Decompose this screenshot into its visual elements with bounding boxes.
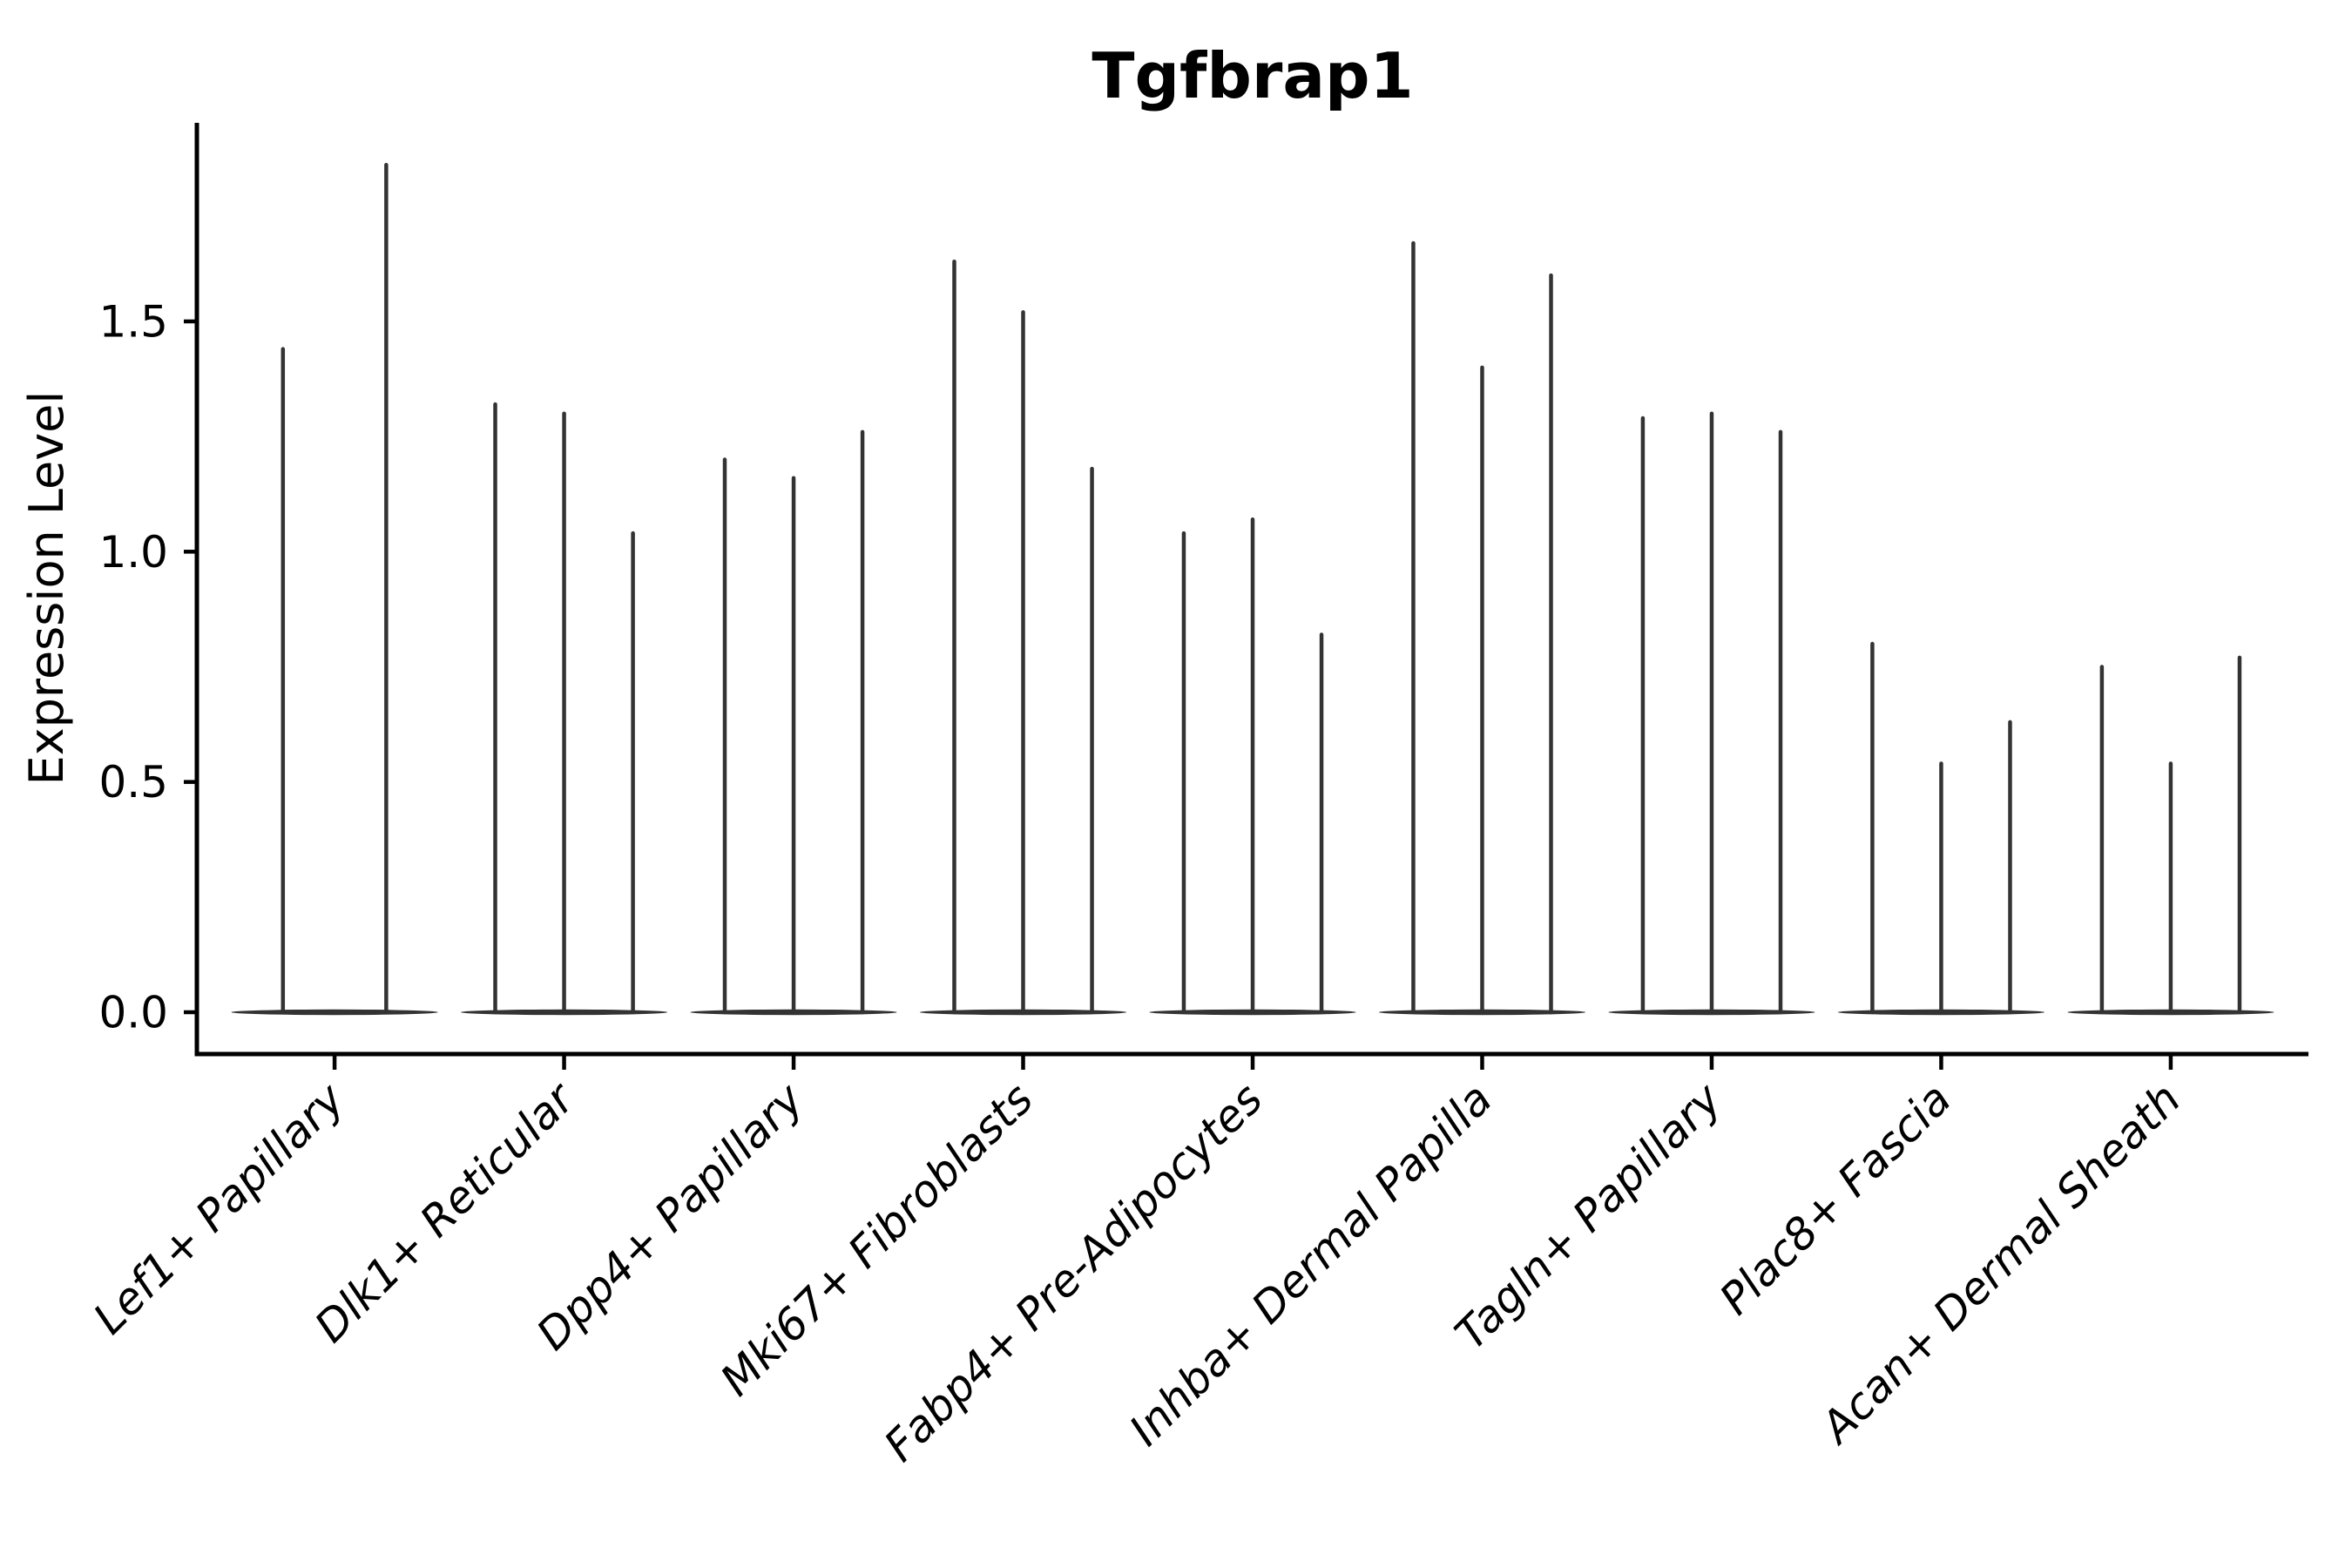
- x-axis-tick-label: Plac8+ Fascia: [1710, 1073, 1961, 1324]
- violin-category-group: [1149, 517, 1356, 1016]
- violin-category-group: [919, 259, 1127, 1016]
- violin-category-group: [2067, 655, 2274, 1016]
- violins: [231, 162, 2274, 1016]
- x-axis-tick-label: Fabp4+ Pre-Adipocytes: [875, 1073, 1273, 1471]
- y-axis-tick-label: 1.0: [98, 527, 168, 578]
- x-axis-tick-label: Lef1+ Papillary: [84, 1072, 355, 1343]
- chart-title: Tgfbrap1: [1092, 39, 1413, 112]
- x-axis-tick-label: Inhba+ Dermal Papilla: [1119, 1073, 1501, 1455]
- violin-category-group: [1608, 411, 1815, 1016]
- y-axis-tick-label: 0.0: [98, 988, 168, 1038]
- violin-category-group: [461, 402, 668, 1016]
- violin-category-group: [1837, 641, 2044, 1016]
- violin-category-group: [1378, 240, 1586, 1016]
- violin-base: [231, 1009, 438, 1016]
- y-axis-tick-label: 1.5: [98, 296, 168, 347]
- y-axis-label: Expression Level: [19, 391, 74, 786]
- violin-category-group: [690, 429, 897, 1016]
- violin-category-group: [231, 162, 438, 1016]
- y-axis-tick-label: 0.5: [98, 757, 168, 808]
- y-axis-ticks: 0.0 0.5 1.0 1.5: [98, 296, 197, 1038]
